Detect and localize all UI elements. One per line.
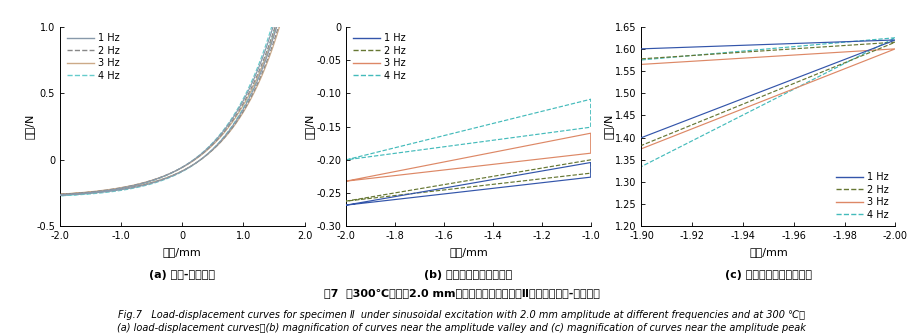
- Text: Fig.7   Load-displacement curves for specimen Ⅱ  under sinusoidal excitation wit: Fig.7 Load-displacement curves for speci…: [118, 310, 805, 320]
- Legend: 1 Hz, 2 Hz, 3 Hz, 4 Hz: 1 Hz, 2 Hz, 3 Hz, 4 Hz: [833, 170, 891, 221]
- Text: (a) load-displacement curves；(b) magnification of curves near the amplitude vall: (a) load-displacement curves；(b) magnifi…: [117, 323, 806, 333]
- X-axis label: 位移/mm: 位移/mm: [450, 247, 487, 257]
- Y-axis label: 载荷/N: 载荷/N: [25, 114, 35, 139]
- Y-axis label: 载荷/N: 载荷/N: [604, 114, 614, 139]
- Title: (b) 振幅谷值附近曲线放大: (b) 振幅谷值附近曲线放大: [425, 270, 512, 280]
- Text: 图7  在300℃，振幅2.0 mm，不同频率激励作用下Ⅱ类试样的载荷-位移曲线: 图7 在300℃，振幅2.0 mm，不同频率激励作用下Ⅱ类试样的载荷-位移曲线: [324, 288, 599, 298]
- Legend: 1 Hz, 2 Hz, 3 Hz, 4 Hz: 1 Hz, 2 Hz, 3 Hz, 4 Hz: [351, 32, 408, 83]
- Title: (c) 振幅峰值附近曲线放大: (c) 振幅峰值附近曲线放大: [725, 270, 812, 280]
- Title: (a) 载荷-位移曲线: (a) 载荷-位移曲线: [150, 270, 215, 280]
- Y-axis label: 载荷/N: 载荷/N: [305, 114, 315, 139]
- X-axis label: 位移/mm: 位移/mm: [749, 247, 787, 257]
- Legend: 1 Hz, 2 Hz, 3 Hz, 4 Hz: 1 Hz, 2 Hz, 3 Hz, 4 Hz: [65, 32, 122, 83]
- X-axis label: 位移/mm: 位移/mm: [163, 247, 201, 257]
